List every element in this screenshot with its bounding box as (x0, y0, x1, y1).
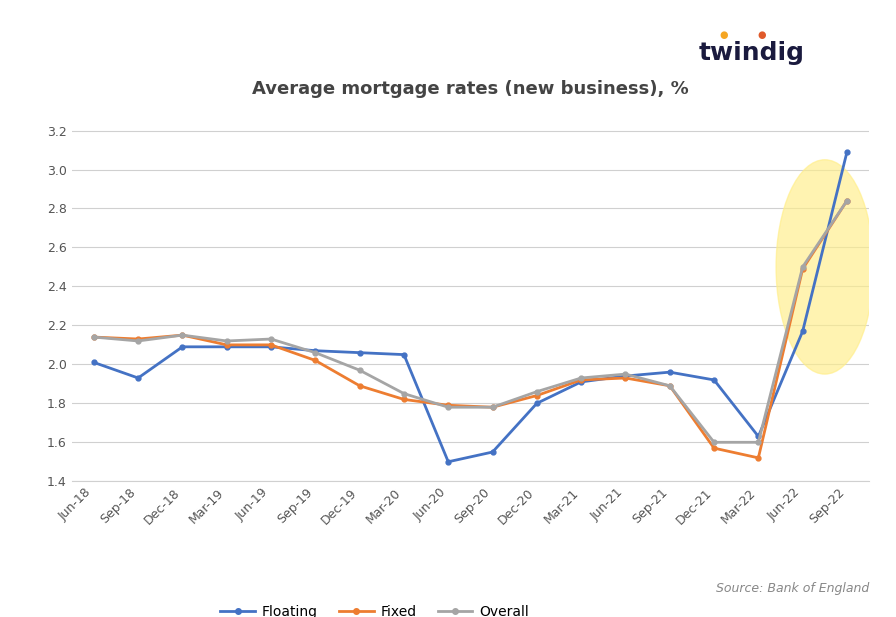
Text: twindig: twindig (699, 41, 805, 65)
Text: ●: ● (757, 30, 766, 40)
Text: ●: ● (719, 30, 728, 40)
Title: Average mortgage rates (new business), %: Average mortgage rates (new business), % (252, 80, 689, 98)
Legend: Floating, Fixed, Overall: Floating, Fixed, Overall (215, 599, 535, 617)
Ellipse shape (776, 160, 874, 374)
Text: Source: Bank of England: Source: Bank of England (716, 582, 869, 595)
